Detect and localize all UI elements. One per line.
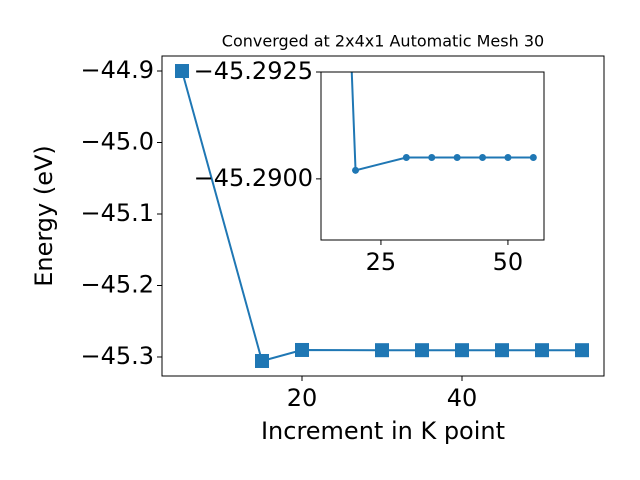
- data-point: [352, 166, 360, 174]
- chart-title: Converged at 2x4x1 Automatic Mesh 30: [222, 32, 544, 51]
- plot-group: [350, 72, 537, 174]
- x-tick-label: 25: [366, 248, 397, 276]
- y-tick-label: −45.3: [80, 342, 154, 370]
- axes-frame: [320, 71, 545, 241]
- y-tick-label: −45.2: [80, 270, 154, 298]
- plot-group: [175, 64, 589, 368]
- data-point: [255, 353, 269, 368]
- data-point: [529, 153, 537, 161]
- x-tick-label: 40: [447, 384, 478, 412]
- x-tick-label: 20: [287, 384, 318, 412]
- data-point: [535, 343, 549, 358]
- data-point: [415, 343, 429, 358]
- data-point: [479, 153, 487, 161]
- data-point: [175, 64, 189, 79]
- data-point: [455, 343, 469, 358]
- data-point: [504, 153, 512, 161]
- data-point: [402, 153, 410, 161]
- y-tick-label: −45.2925: [194, 57, 313, 85]
- data-point: [575, 343, 589, 358]
- y-tick-label: −45.2900: [194, 164, 313, 192]
- y-tick-label: −44.9: [80, 56, 154, 84]
- y-tick-label: −45.0: [80, 128, 154, 156]
- data-point: [428, 153, 436, 161]
- data-point: [453, 153, 461, 161]
- x-tick-label: 50: [493, 248, 524, 276]
- data-point: [375, 343, 389, 358]
- data-point: [495, 343, 509, 358]
- data-line: [350, 72, 534, 172]
- x-axis-label: Increment in K point: [261, 417, 505, 445]
- y-axis-label: Energy (eV): [30, 145, 58, 287]
- y-tick-label: −45.1: [80, 199, 154, 227]
- axes-frame: [161, 55, 605, 377]
- data-point: [295, 342, 309, 357]
